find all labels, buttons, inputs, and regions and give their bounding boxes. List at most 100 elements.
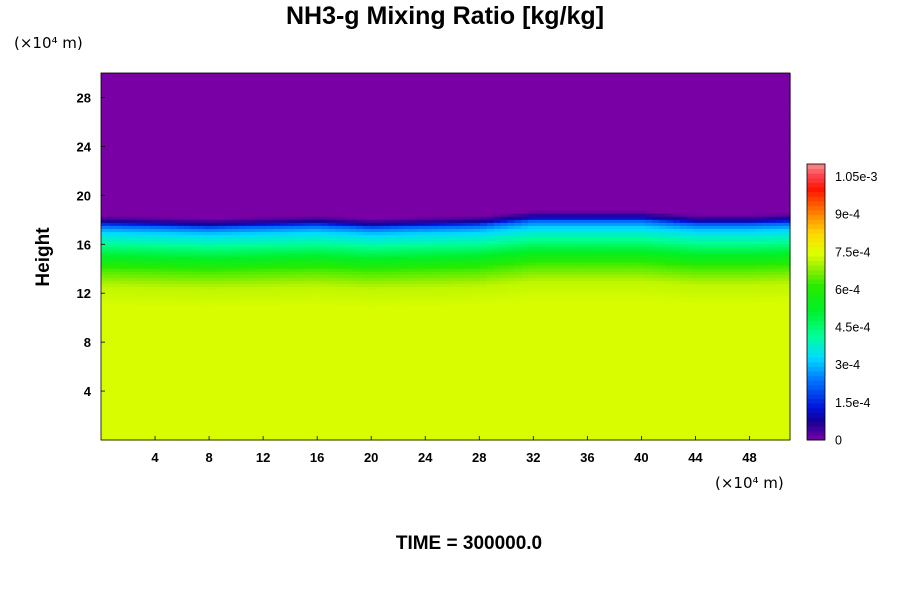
heatmap-cell [342, 118, 350, 123]
heatmap-cell [169, 88, 178, 92]
heatmap-cell [397, 88, 405, 92]
heatmap-cell [665, 82, 674, 86]
heatmap-cell [617, 97, 626, 102]
heatmap-cell [321, 109, 329, 114]
heatmap-cell [473, 100, 481, 105]
heatmap-cell [638, 167, 646, 172]
heatmap-cell [452, 82, 460, 86]
heatmap-cell [500, 192, 509, 196]
heatmap-cell [762, 210, 770, 215]
heatmap-cell [755, 164, 764, 169]
heatmap-cell [431, 192, 440, 196]
heatmap-cell [569, 109, 578, 114]
heatmap-cell [404, 76, 412, 80]
heatmap-cell [424, 170, 433, 175]
heatmap-cell [169, 186, 178, 190]
heatmap-cell [376, 73, 385, 77]
heatmap-cell [245, 155, 254, 160]
heatmap-cell [231, 170, 240, 175]
heatmap-cell [252, 91, 261, 96]
heatmap-cell [541, 152, 550, 157]
heatmap-cell [727, 207, 736, 212]
heatmap-cell [569, 115, 578, 120]
heatmap-cell [665, 149, 674, 154]
heatmap-cell [300, 180, 309, 184]
heatmap-cell [500, 158, 509, 163]
heatmap-cell [149, 192, 157, 196]
heatmap-cell [665, 173, 674, 178]
heatmap-cell [514, 204, 522, 209]
heatmap-cell [342, 94, 350, 99]
heatmap-cell [603, 103, 612, 108]
heatmap-cell [211, 109, 219, 114]
heatmap-cell [645, 103, 653, 108]
heatmap-cell [521, 222, 529, 227]
heatmap-cell [479, 195, 488, 199]
heatmap-cell [479, 161, 488, 166]
heatmap-cell [101, 192, 109, 196]
heatmap-cell [631, 128, 640, 132]
heatmap-cell [259, 213, 267, 218]
heatmap-cell [335, 204, 343, 209]
heatmap-cell [417, 76, 426, 80]
heatmap-cell [652, 176, 660, 181]
heatmap-cell [300, 176, 309, 181]
heatmap-cell [707, 207, 715, 212]
heatmap-cell [204, 146, 212, 151]
heatmap-cell [307, 161, 316, 166]
heatmap-cell [638, 134, 646, 138]
heatmap-cell [176, 112, 185, 117]
heatmap-cell [135, 180, 143, 184]
heatmap-cell [783, 198, 791, 203]
heatmap-cell [610, 100, 619, 105]
heatmap-cell [280, 213, 288, 218]
heatmap-cell [204, 76, 212, 80]
heatmap-cell [211, 152, 219, 157]
heatmap-cell [714, 186, 722, 190]
heatmap-cell [397, 173, 405, 178]
heatmap-cell [383, 97, 391, 102]
heatmap-cell [727, 164, 736, 169]
heatmap-cell [466, 94, 474, 99]
heatmap-cell [514, 173, 522, 178]
heatmap-cell [369, 198, 378, 203]
heatmap-cell [321, 176, 329, 181]
heatmap-cell [521, 73, 529, 77]
heatmap-cell [597, 121, 605, 126]
heatmap-cell [555, 176, 564, 181]
heatmap-cell [590, 106, 598, 111]
heatmap-cell [342, 88, 350, 92]
heatmap-cell [734, 134, 743, 138]
heatmap-cell [672, 137, 681, 141]
heatmap-cell [762, 109, 770, 114]
heatmap-cell [342, 210, 350, 215]
heatmap-cell [507, 207, 515, 212]
heatmap-cell [245, 186, 254, 190]
heatmap-cell [521, 161, 529, 166]
heatmap-cell [335, 134, 343, 138]
heatmap-cell [603, 186, 612, 190]
heatmap-cell [721, 222, 729, 227]
heatmap-cell [314, 213, 323, 218]
heatmap-cell [741, 186, 750, 190]
heatmap-cell [603, 222, 612, 227]
heatmap-cell [183, 149, 192, 154]
heatmap-cell [659, 118, 667, 123]
heatmap-cell [569, 161, 578, 166]
heatmap-cell [507, 73, 515, 77]
heatmap-cell [266, 118, 274, 123]
heatmap-cell [631, 73, 640, 77]
heatmap-cell [617, 124, 626, 129]
heatmap-cell [411, 88, 419, 92]
heatmap-cell [362, 121, 371, 126]
heatmap-cell [507, 167, 515, 172]
heatmap-cell [342, 146, 350, 151]
heatmap-cell [349, 192, 357, 196]
heatmap-cell [369, 137, 378, 141]
heatmap-cell [114, 112, 123, 117]
heatmap-cell [562, 192, 571, 196]
heatmap-cell [776, 76, 784, 80]
heatmap-cell [631, 118, 640, 123]
heatmap-cell [679, 192, 688, 196]
heatmap-cell [404, 189, 412, 193]
